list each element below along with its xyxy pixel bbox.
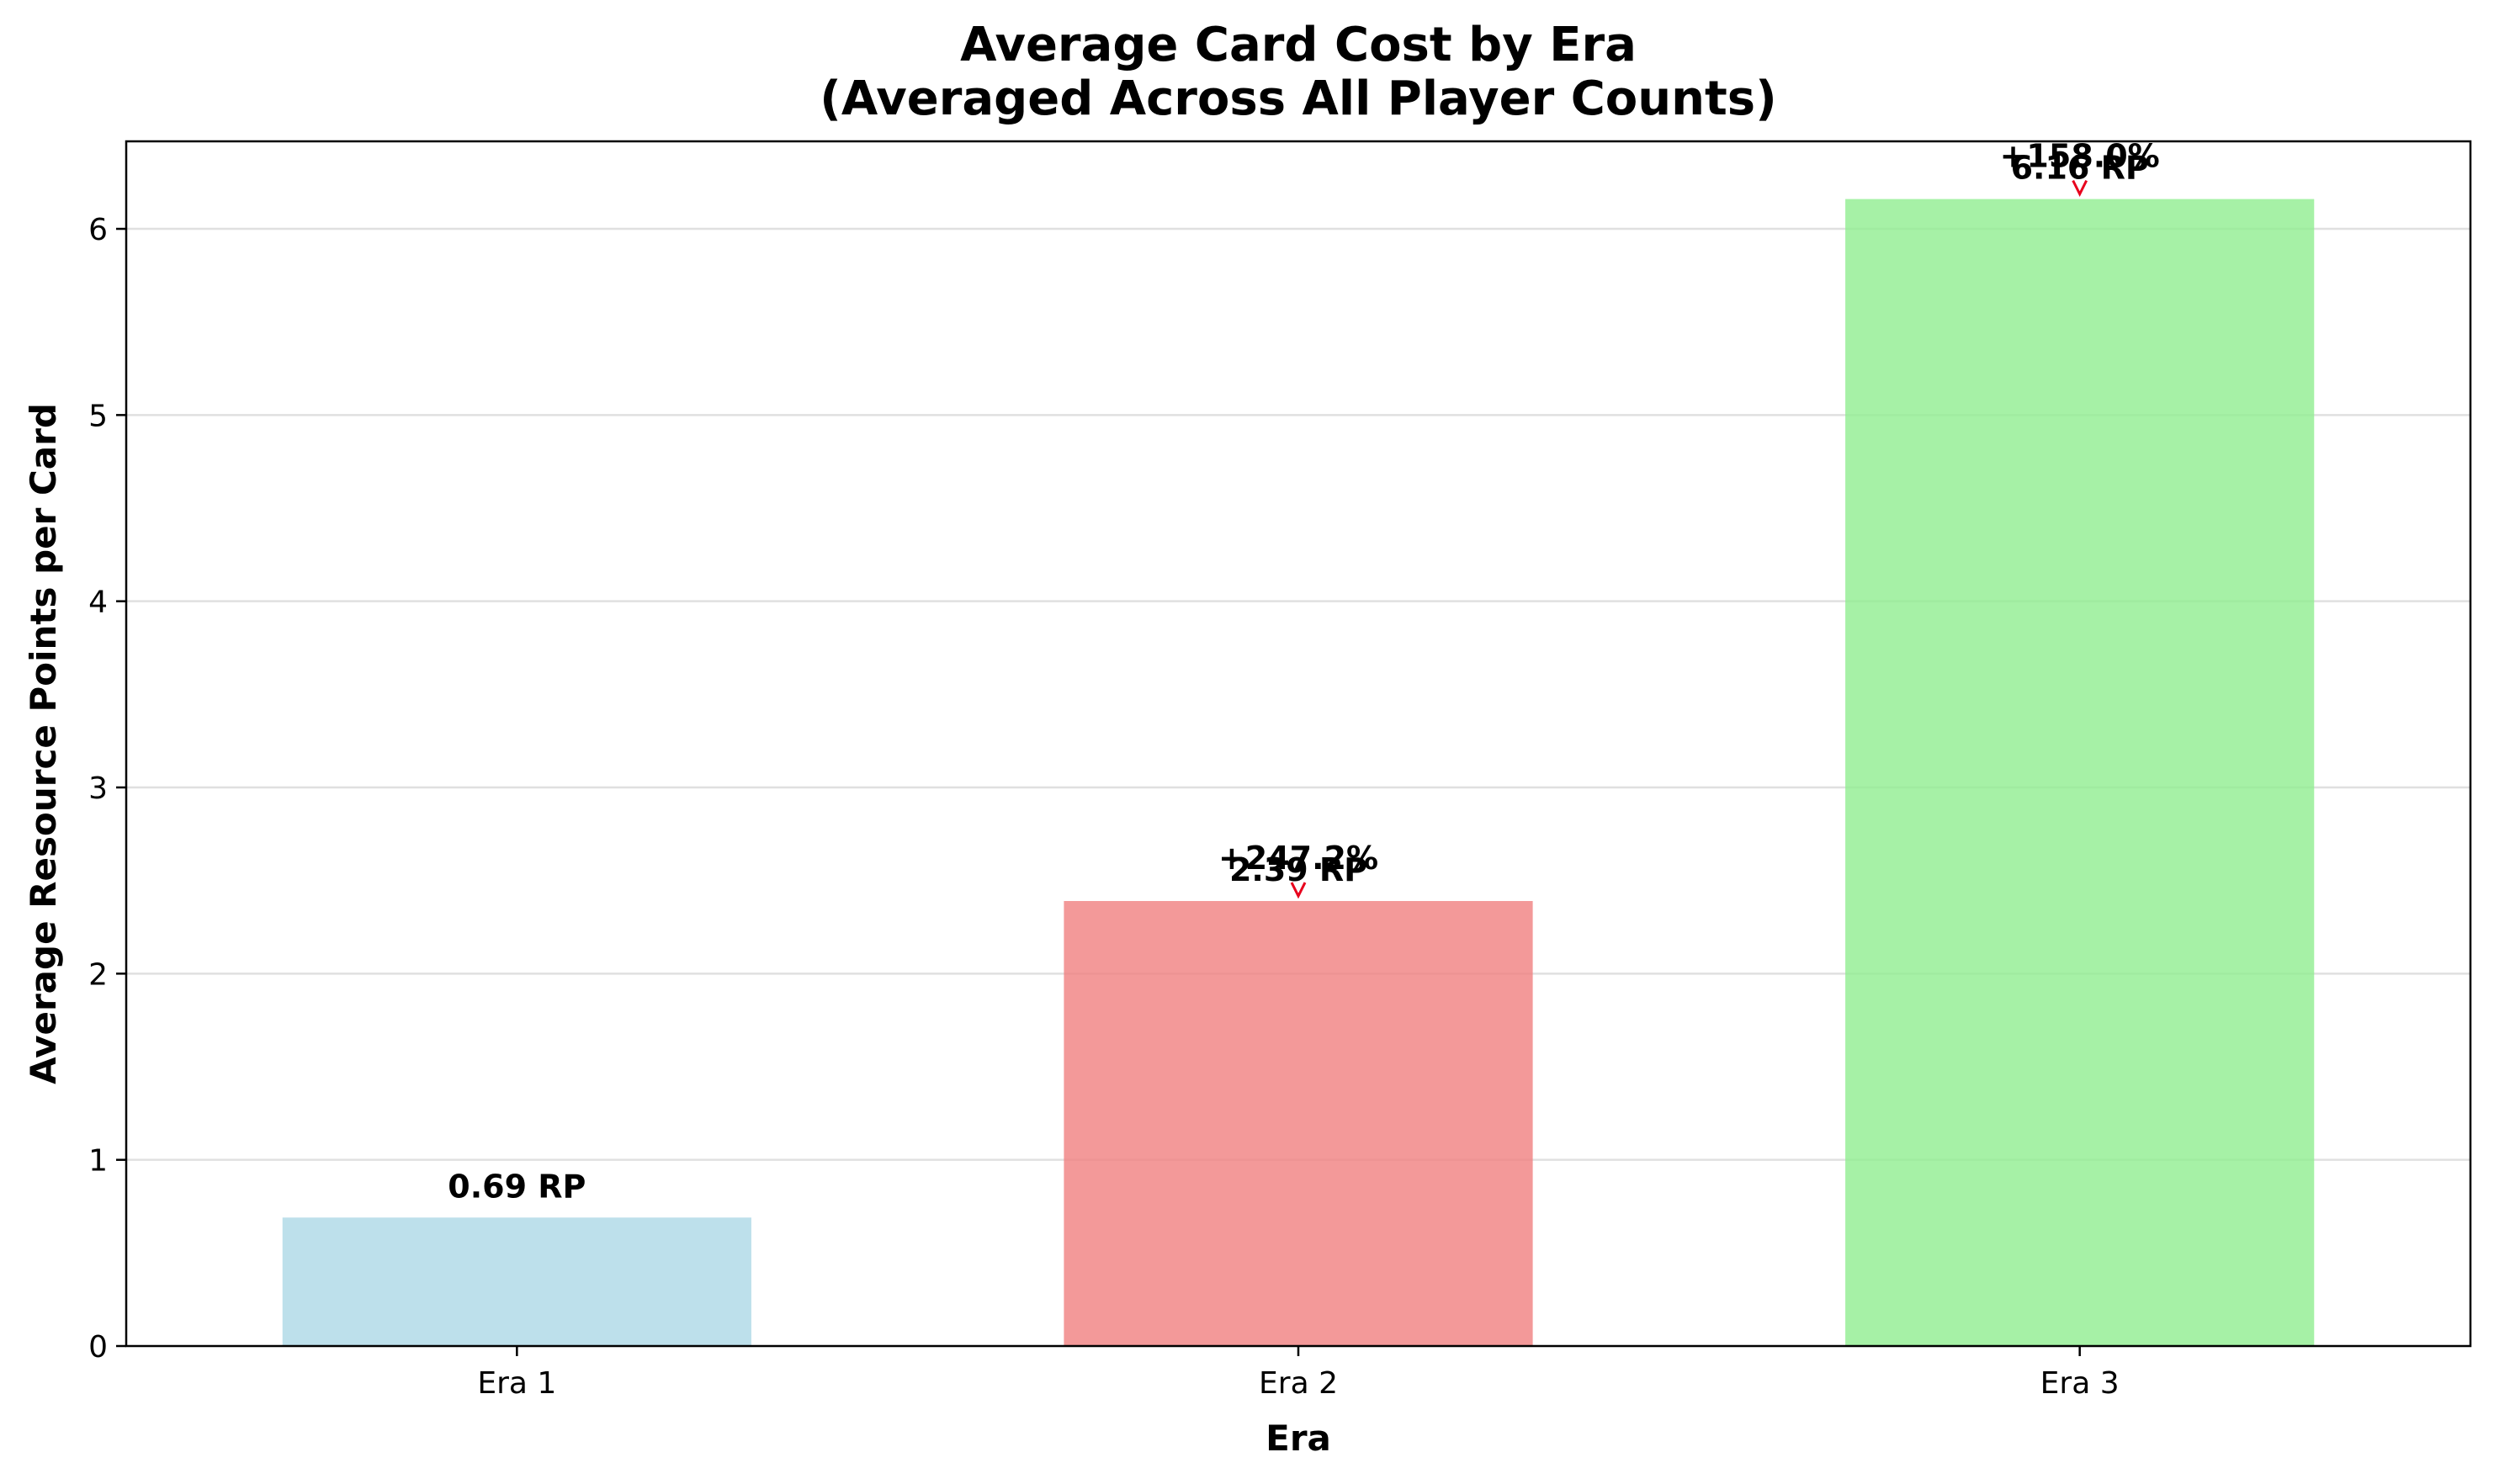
change-label: +158.0% (2000, 138, 2160, 175)
y-tick-label: 2 (88, 957, 108, 992)
value-label: 6.16 RP (2011, 150, 2149, 187)
change-arrow-icon (1290, 882, 1307, 899)
y-tick-label: 6 (88, 213, 108, 247)
change-arrow-icon (2072, 179, 2088, 197)
chart-title-line-1: Average Card Cost by Era (960, 18, 1637, 72)
plot-frame (125, 140, 2472, 1348)
value-label: 0.69 RP (448, 1168, 586, 1205)
chart-title-line-2: (Averaged Across All Player Counts) (820, 72, 1776, 126)
y-axis-label: Average Resource Points per Card (23, 403, 64, 1084)
bar-era-2 (1064, 901, 1533, 1346)
bar-era-1 (282, 1217, 751, 1346)
y-tick-label: 0 (88, 1330, 108, 1365)
value-label: 2.39 RP (1229, 851, 1367, 888)
change-label: +247.2% (1218, 840, 1378, 877)
bars (282, 199, 2315, 1346)
x-tick-label: Era 2 (1259, 1366, 1338, 1401)
y-tick-label: 1 (88, 1144, 108, 1179)
y-tick-label: 5 (88, 399, 108, 433)
bar-labels: 0.69 RP 2.39 RP+247.2% 6.16 RP+158.0% (448, 138, 2159, 1206)
bar-era-3 (1845, 199, 2315, 1346)
x-tick-label: Era 1 (477, 1366, 556, 1401)
x-tick-label: Era 3 (2040, 1366, 2120, 1401)
x-axis-label: Era (1266, 1418, 1331, 1459)
y-tick-label: 3 (88, 771, 108, 806)
axis-ticks: 0 1 2 3 4 5 6 Era 1 Era 2 Era 3 (88, 213, 2120, 1401)
y-tick-label: 4 (88, 586, 108, 620)
